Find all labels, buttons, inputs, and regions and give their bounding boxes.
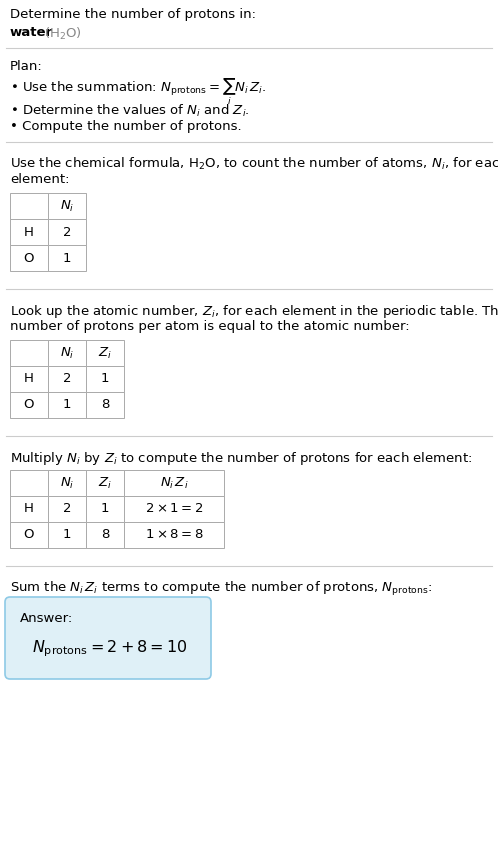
- Bar: [48, 392, 86, 418]
- Bar: [10, 496, 48, 522]
- Text: $1 \times 8 = 8$: $1 \times 8 = 8$: [144, 528, 204, 542]
- Bar: [86, 366, 124, 392]
- Text: $Z_i$: $Z_i$: [98, 345, 112, 360]
- Text: $N_i\,Z_i$: $N_i\,Z_i$: [160, 475, 188, 490]
- Text: • Use the summation: $N_{\mathrm{protons}} = \sum_i N_i\, Z_i$.: • Use the summation: $N_{\mathrm{protons…: [10, 77, 266, 107]
- Bar: [48, 245, 86, 271]
- Bar: [86, 340, 124, 366]
- Bar: [10, 366, 48, 392]
- Text: Plan:: Plan:: [10, 60, 43, 73]
- Text: water: water: [10, 26, 53, 39]
- Bar: [48, 340, 86, 366]
- Bar: [48, 522, 86, 548]
- Text: 1: 1: [63, 252, 71, 264]
- Text: $N_{\mathrm{protons}} = 2 + 8 = 10$: $N_{\mathrm{protons}} = 2 + 8 = 10$: [32, 638, 188, 658]
- Bar: [10, 522, 48, 548]
- Text: $N_i$: $N_i$: [60, 475, 74, 490]
- Bar: [10, 392, 48, 418]
- Text: 8: 8: [101, 398, 109, 412]
- Text: 1: 1: [63, 398, 71, 412]
- Text: number of protons per atom is equal to the atomic number:: number of protons per atom is equal to t…: [10, 320, 410, 333]
- Text: (H$_2$O): (H$_2$O): [44, 26, 82, 42]
- Bar: [48, 219, 86, 245]
- Text: $Z_i$: $Z_i$: [98, 475, 112, 490]
- Text: H: H: [24, 502, 34, 516]
- Bar: [86, 496, 124, 522]
- Bar: [124, 470, 224, 496]
- Text: • Compute the number of protons.: • Compute the number of protons.: [10, 120, 242, 133]
- Text: $2 \times 1 = 2$: $2 \times 1 = 2$: [145, 502, 203, 516]
- Text: Look up the atomic number, $Z_i$, for each element in the periodic table. The: Look up the atomic number, $Z_i$, for ea…: [10, 303, 498, 320]
- Text: Answer:: Answer:: [20, 612, 73, 625]
- Text: Sum the $N_i\,Z_i$ terms to compute the number of protons, $N_{\mathrm{protons}}: Sum the $N_i\,Z_i$ terms to compute the …: [10, 580, 432, 598]
- Text: 2: 2: [63, 372, 71, 386]
- FancyBboxPatch shape: [5, 597, 211, 679]
- Text: H: H: [24, 225, 34, 239]
- Text: Multiply $N_i$ by $Z_i$ to compute the number of protons for each element:: Multiply $N_i$ by $Z_i$ to compute the n…: [10, 450, 472, 467]
- Bar: [86, 522, 124, 548]
- Bar: [10, 193, 48, 219]
- Text: 1: 1: [63, 528, 71, 542]
- Bar: [10, 219, 48, 245]
- Bar: [10, 470, 48, 496]
- Bar: [124, 522, 224, 548]
- Text: Use the chemical formula, H$_2$O, to count the number of atoms, $N_i$, for each: Use the chemical formula, H$_2$O, to cou…: [10, 156, 498, 172]
- Text: 2: 2: [63, 225, 71, 239]
- Bar: [124, 496, 224, 522]
- Bar: [86, 392, 124, 418]
- Text: $N_i$: $N_i$: [60, 198, 74, 214]
- Text: O: O: [24, 252, 34, 264]
- Text: O: O: [24, 528, 34, 542]
- Text: H: H: [24, 372, 34, 386]
- Text: 2: 2: [63, 502, 71, 516]
- Bar: [10, 340, 48, 366]
- Text: 1: 1: [101, 502, 109, 516]
- Text: Determine the number of protons in:: Determine the number of protons in:: [10, 8, 256, 21]
- Bar: [48, 496, 86, 522]
- Bar: [10, 245, 48, 271]
- Bar: [48, 193, 86, 219]
- Text: 1: 1: [101, 372, 109, 386]
- Text: 8: 8: [101, 528, 109, 542]
- Text: O: O: [24, 398, 34, 412]
- Text: element:: element:: [10, 173, 70, 186]
- Bar: [86, 470, 124, 496]
- Text: $N_i$: $N_i$: [60, 345, 74, 360]
- Bar: [48, 366, 86, 392]
- Text: • Determine the values of $N_i$ and $Z_i$.: • Determine the values of $N_i$ and $Z_i…: [10, 103, 249, 119]
- Bar: [48, 470, 86, 496]
